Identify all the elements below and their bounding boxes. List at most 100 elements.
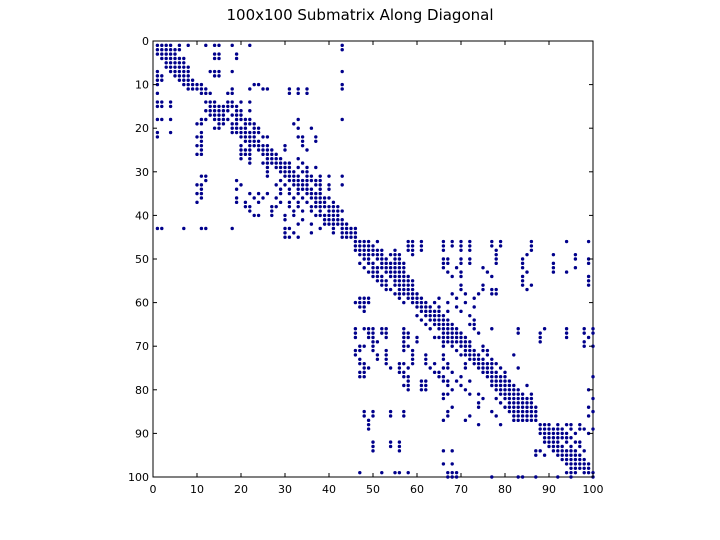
data-point [362, 375, 366, 379]
data-point [437, 375, 441, 379]
data-point [177, 69, 182, 74]
data-point [283, 148, 287, 152]
data-point [402, 348, 406, 353]
data-point [415, 300, 419, 305]
data-point [494, 414, 498, 418]
data-point [168, 43, 173, 48]
data-point [498, 379, 503, 383]
data-point [468, 414, 472, 418]
data-point [476, 405, 481, 409]
y-tick-label: 40 [135, 209, 149, 222]
data-point [314, 204, 318, 209]
data-point [239, 117, 243, 122]
data-point [375, 353, 380, 357]
data-point [168, 100, 173, 104]
data-point [441, 357, 446, 361]
data-point [204, 91, 208, 96]
data-point [388, 440, 393, 444]
data-point [472, 348, 476, 353]
data-point [406, 292, 410, 296]
data-point [195, 183, 199, 187]
data-point [402, 266, 406, 270]
data-point [366, 248, 371, 252]
data-point [300, 196, 305, 200]
data-point [212, 100, 217, 104]
data-point [450, 344, 454, 348]
data-point [397, 296, 402, 300]
data-point [331, 218, 336, 222]
data-point [446, 257, 450, 261]
data-point [177, 74, 182, 78]
data-point [406, 296, 410, 300]
data-point [375, 279, 380, 283]
data-point [520, 392, 525, 396]
data-point [344, 222, 349, 226]
data-point [402, 414, 406, 418]
data-point [287, 178, 292, 183]
data-point [366, 244, 371, 248]
data-point [538, 331, 542, 335]
data-point [494, 379, 498, 383]
data-point [384, 327, 388, 331]
data-point [318, 178, 322, 183]
data-point [270, 209, 274, 213]
data-point [212, 117, 217, 122]
data-point [318, 200, 322, 205]
data-point [265, 165, 270, 170]
data-point [419, 296, 424, 300]
data-point [340, 117, 344, 122]
data-point [340, 226, 344, 231]
data-point [406, 239, 410, 244]
data-point [278, 161, 283, 165]
data-point [463, 344, 468, 348]
data-point [428, 366, 432, 370]
data-point [296, 91, 300, 96]
data-point [441, 344, 446, 348]
data-point [226, 104, 230, 109]
data-point [204, 178, 208, 183]
data-point [560, 427, 564, 431]
data-point [498, 366, 503, 370]
data-point [248, 135, 252, 139]
y-tick-label: 80 [135, 384, 149, 397]
data-point [195, 152, 199, 157]
data-point [397, 449, 402, 453]
y-tick-label: 90 [135, 427, 149, 440]
data-point [287, 204, 292, 209]
data-point [573, 470, 578, 475]
data-point [155, 135, 160, 139]
data-point [534, 453, 538, 457]
data-point [432, 300, 437, 305]
data-point [402, 261, 406, 266]
data-point [239, 143, 243, 148]
data-point [331, 213, 336, 218]
data-point [485, 370, 490, 375]
data-point [441, 396, 446, 401]
data-point [490, 409, 494, 414]
data-point [463, 361, 468, 366]
data-point [578, 444, 582, 449]
data-point [336, 204, 340, 209]
data-point [362, 344, 366, 348]
data-point [564, 331, 569, 335]
data-point [529, 405, 534, 409]
data-point [265, 143, 270, 148]
data-point [226, 109, 230, 113]
data-point [485, 375, 490, 379]
data-point [481, 361, 485, 366]
data-point [582, 470, 586, 475]
data-point [481, 287, 485, 292]
data-point [538, 431, 542, 436]
data-point [424, 357, 428, 361]
data-point [265, 191, 270, 196]
data-point [432, 361, 437, 366]
data-point [182, 69, 186, 74]
data-point [274, 196, 278, 200]
data-point [239, 126, 243, 130]
data-point [410, 292, 415, 296]
data-point [212, 126, 217, 130]
data-point [199, 82, 204, 87]
data-point [283, 170, 287, 174]
data-point [248, 100, 252, 104]
data-point [498, 239, 503, 244]
